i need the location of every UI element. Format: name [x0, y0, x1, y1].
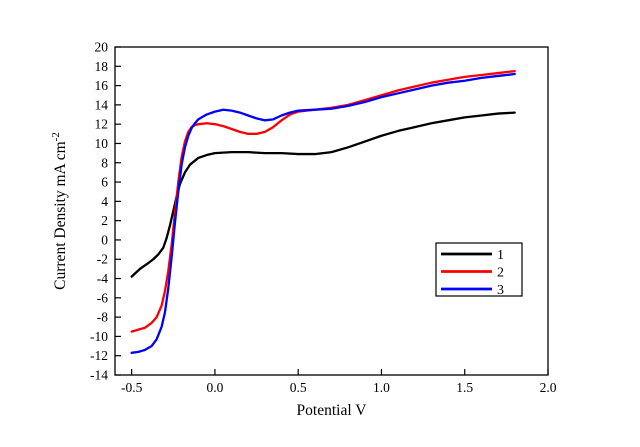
y-tick-label: 8	[101, 155, 108, 170]
y-tick-label: -6	[97, 290, 108, 305]
y-tick-label: 10	[95, 136, 109, 151]
y-axis-title-text: Current Density mA cm	[52, 141, 70, 290]
y-tick-label: 6	[101, 175, 108, 190]
legend-label-1: 1	[497, 248, 504, 263]
x-tick-label: 1.5	[456, 380, 473, 395]
y-tick-label: 20	[95, 40, 109, 55]
legend-label-3: 3	[497, 283, 504, 298]
y-tick-label: 16	[95, 78, 109, 93]
y-tick-label: 0	[101, 232, 108, 247]
x-tick-label: 0.0	[206, 380, 223, 395]
y-tick-label: -10	[90, 329, 108, 344]
y-axis-title-exponent: -2	[49, 132, 62, 142]
y-tick-label: -8	[97, 310, 108, 325]
legend-label-2: 2	[497, 265, 504, 280]
y-tick-label: -14	[90, 368, 108, 383]
y-tick-label: -2	[97, 252, 108, 267]
y-tick-label: 14	[95, 97, 109, 112]
plot-frame	[114, 46, 549, 376]
y-tick-label: 4	[101, 194, 108, 209]
y-tick-label: 12	[95, 117, 109, 132]
y-tick-label: 18	[95, 59, 109, 74]
x-axis-title: Potential V	[296, 402, 367, 419]
legend-box	[435, 242, 523, 297]
x-tick-label: 2.0	[540, 380, 557, 395]
x-tick-label: 0.5	[290, 380, 307, 395]
y-axis-title: Current Density mA cm-2	[50, 132, 70, 290]
y-tick-label: -4	[97, 271, 108, 286]
series-line-1	[130, 111, 516, 278]
series-line-2	[130, 69, 516, 333]
y-tick-label: 2	[101, 213, 108, 228]
x-tick-label: -0.5	[121, 380, 143, 395]
x-tick-label: 1.0	[373, 380, 390, 395]
series-line-3	[130, 72, 516, 354]
y-tick-label: -12	[90, 348, 108, 363]
